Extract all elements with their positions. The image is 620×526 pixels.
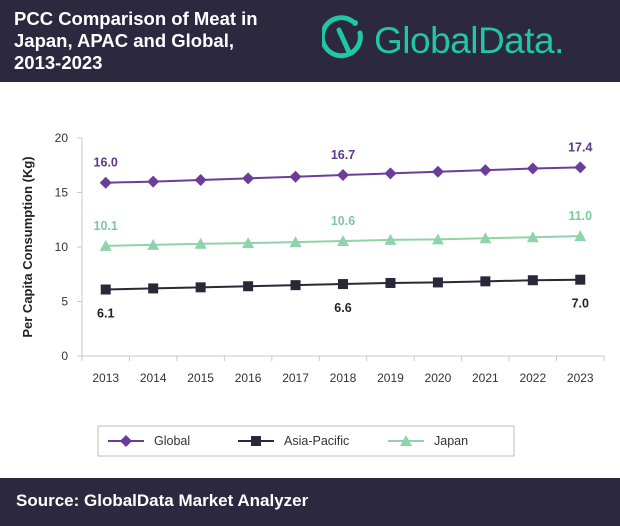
legend-label-global: Global [154, 434, 190, 448]
chart-title-line: 2013-2023 [14, 52, 103, 73]
data-point-asia-pacific [148, 283, 159, 294]
data-point-asia-pacific [195, 282, 206, 293]
data-point-asia-pacific [290, 280, 301, 291]
y-tick-label: 15 [55, 186, 69, 200]
legend-label-asia-pacific: Asia-Pacific [284, 434, 349, 448]
x-tick-label: 2018 [330, 371, 357, 385]
x-tick-label: 2014 [140, 371, 167, 385]
data-point-global [289, 170, 302, 183]
header-banner: PCC Comparison of Meat in Japan, APAC an… [0, 0, 620, 82]
chart-legend: Global Asia-Pacific Japan [97, 425, 515, 457]
data-label-asia-pacific: 7.0 [572, 297, 589, 311]
data-point-global [99, 176, 112, 189]
data-point-japan [526, 231, 539, 243]
data-label-global: 17.4 [568, 140, 592, 154]
chart-title-line: PCC Comparison of Meat in [14, 8, 258, 29]
legend-box [97, 425, 515, 457]
x-tick-label: 2015 [187, 371, 214, 385]
chart-series: 16.0 16.7 17.4 6.1 6.6 7.0 10.1 10.6 11.0 [94, 140, 593, 320]
x-tick-label: 2022 [519, 371, 546, 385]
data-point-japan [289, 236, 302, 248]
data-point-japan [242, 237, 255, 249]
data-point-global [242, 172, 255, 185]
line-chart: 0 5 10 15 20 2013 2014 2015 2016 2017 2018 2019 2020… [20, 131, 605, 457]
legend-marker-global [120, 435, 132, 447]
data-point-asia-pacific [338, 279, 348, 290]
data-point-global [194, 173, 207, 186]
x-tick-label: 2023 [567, 371, 594, 385]
y-tick-label: 10 [55, 240, 69, 254]
data-label-japan: 10.1 [94, 219, 118, 233]
data-point-japan [384, 233, 397, 245]
data-point-japan [431, 233, 444, 245]
data-label-asia-pacific: 6.1 [97, 307, 114, 321]
data-label-global: 16.0 [94, 156, 118, 170]
data-label-global: 16.7 [331, 148, 355, 162]
data-point-asia-pacific [100, 284, 111, 295]
data-point-asia-pacific [432, 277, 443, 288]
x-tick-label: 2013 [92, 371, 119, 385]
y-tick-label: 0 [61, 349, 68, 363]
data-point-global [574, 161, 587, 174]
x-tick-label: 2017 [282, 371, 309, 385]
data-point-global [147, 175, 160, 188]
x-tick-label: 2019 [377, 371, 404, 385]
data-label-asia-pacific: 6.6 [334, 301, 351, 315]
chart-title: PCC Comparison of Meat in Japan, APAC an… [14, 8, 304, 74]
data-point-japan [337, 235, 349, 247]
source-note: Source: GlobalData Market Analyzer [16, 491, 309, 510]
globaldata-logo-icon [322, 15, 363, 59]
y-tick-label: 20 [55, 131, 69, 145]
y-tick-label: 5 [61, 295, 68, 309]
data-point-japan [479, 232, 492, 244]
data-point-asia-pacific [480, 276, 491, 287]
footer-banner: Source: GlobalData Market Analyzer [0, 478, 620, 526]
x-tick-label: 2020 [425, 371, 452, 385]
data-point-global [479, 164, 492, 177]
legend-marker-japan [400, 435, 412, 446]
data-point-global [431, 165, 444, 178]
globaldata-logo: GlobalData. [322, 14, 564, 68]
legend-marker-asia-pacific [251, 436, 261, 446]
x-tick-label: 2016 [235, 371, 262, 385]
data-label-japan: 10.6 [331, 214, 355, 228]
x-tick-label: 2021 [472, 371, 499, 385]
data-point-global [526, 162, 539, 175]
data-point-global [384, 167, 397, 180]
data-point-asia-pacific [243, 281, 254, 292]
data-point-japan [99, 239, 112, 251]
data-point-asia-pacific [575, 274, 586, 285]
globaldata-wordmark: GlobalData. [374, 20, 564, 61]
legend-label-japan: Japan [434, 434, 468, 448]
data-point-global [337, 169, 349, 182]
data-point-asia-pacific [527, 275, 538, 286]
data-label-japan: 11.0 [568, 209, 592, 223]
chart-axes: 0 5 10 15 20 2013 2014 2015 2016 2017 2018 2019 2020… [20, 131, 605, 385]
y-axis-title: Per Capita Consumption (Kg) [20, 156, 35, 337]
data-point-japan [194, 237, 207, 249]
chart-title-line: Japan, APAC and Global, [14, 30, 234, 51]
data-point-japan [574, 230, 587, 242]
data-point-asia-pacific [385, 277, 396, 288]
data-point-japan [147, 238, 160, 250]
